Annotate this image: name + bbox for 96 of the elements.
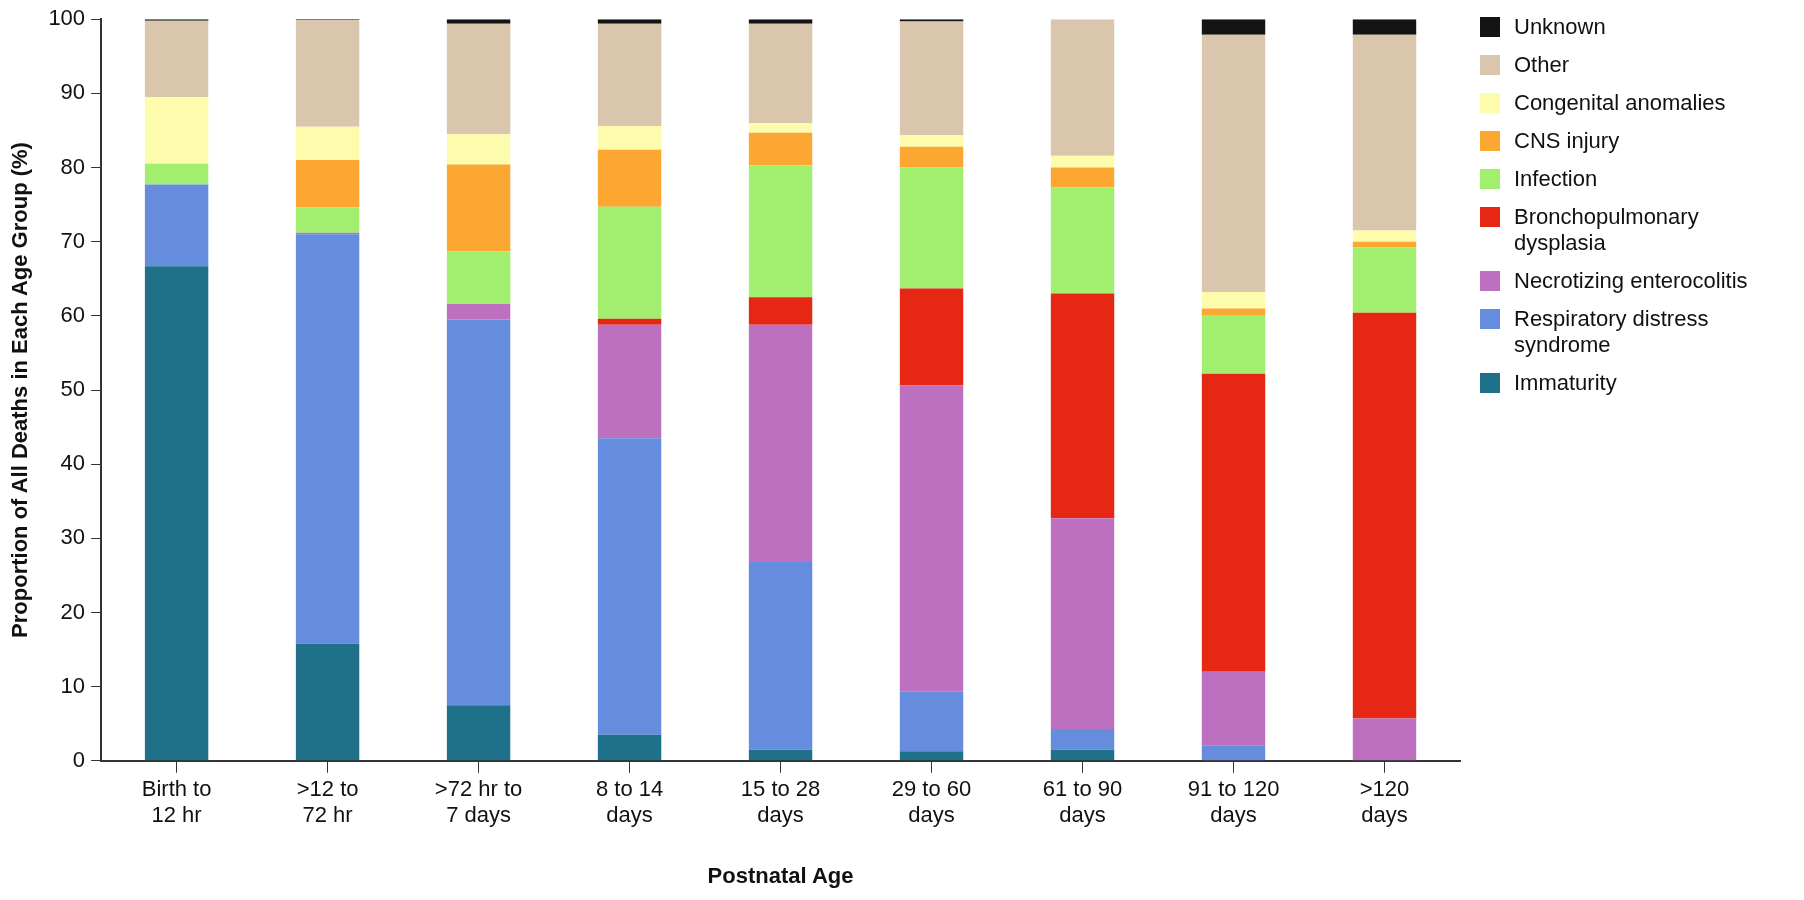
x-tick-label: >72 hr to 7 days — [434, 776, 523, 828]
bar — [144, 20, 209, 98]
legend-label: Respiratory distress syndrome — [1514, 306, 1710, 358]
bar — [597, 318, 662, 325]
bar — [748, 749, 813, 761]
bar — [1352, 247, 1417, 313]
x-tick-label: Birth to 12 hr — [141, 776, 212, 828]
bar — [446, 23, 511, 135]
bar — [1050, 187, 1115, 294]
bar — [899, 691, 964, 752]
legend-label: Congenital anomalies — [1514, 90, 1727, 116]
bar — [144, 266, 209, 761]
bar — [1352, 34, 1417, 231]
bar — [748, 123, 813, 133]
bar — [295, 234, 360, 644]
bar — [1050, 749, 1115, 761]
bar — [1352, 312, 1417, 719]
y-tick-label: 10 — [60, 672, 86, 698]
bar — [597, 734, 662, 761]
bar — [1050, 293, 1115, 519]
bar — [1050, 167, 1115, 188]
legend-label: Infection — [1514, 166, 1599, 192]
x-tick-label: 15 to 28 days — [740, 776, 821, 828]
bar — [1201, 373, 1266, 672]
bar — [1201, 19, 1266, 35]
y-tick-label: 40 — [60, 450, 86, 476]
legend-label: Immaturity — [1514, 370, 1618, 396]
bar — [748, 132, 813, 166]
bar — [446, 134, 511, 165]
bar — [144, 163, 209, 185]
bar — [748, 23, 813, 124]
bar — [1352, 19, 1417, 35]
x-tick-label: 8 to 14 days — [595, 776, 664, 828]
bar — [295, 19, 360, 127]
bar — [295, 207, 360, 233]
x-axis-title: Postnatal Age — [707, 862, 854, 888]
bar — [899, 146, 964, 168]
bar — [597, 324, 662, 439]
bar — [446, 251, 511, 304]
legend-label: Other — [1514, 52, 1571, 78]
x-tick-label: 29 to 60 days — [891, 776, 972, 828]
x-tick-label: 91 to 120 days — [1187, 776, 1280, 828]
y-tick-label: 90 — [60, 79, 86, 105]
bar — [748, 165, 813, 298]
y-tick-label: 70 — [60, 227, 86, 253]
bar — [144, 184, 209, 267]
x-tick-label: >120 days — [1359, 776, 1410, 828]
bar — [1050, 19, 1115, 156]
y-tick-label: 100 — [48, 5, 86, 31]
bar — [748, 562, 813, 750]
bar — [748, 324, 813, 563]
x-tick-label: 61 to 90 days — [1042, 776, 1123, 828]
bar — [597, 206, 662, 319]
bar — [446, 705, 511, 761]
y-tick-label: 80 — [60, 153, 86, 179]
y-tick-label: 0 — [72, 746, 86, 772]
y-axis-title: Proportion of All Deaths in Each Age Group (%) — [7, 142, 33, 638]
bar — [899, 134, 964, 147]
bar — [1201, 671, 1266, 746]
bar — [1050, 155, 1115, 168]
legend-label: Unknown — [1514, 14, 1607, 40]
y-tick-label: 50 — [60, 376, 86, 402]
bar — [597, 125, 662, 150]
bar — [144, 97, 209, 164]
bar — [899, 288, 964, 386]
bar — [1352, 241, 1417, 248]
bar — [446, 164, 511, 252]
y-tick-label: 60 — [60, 301, 86, 327]
bar — [1201, 308, 1266, 316]
bar — [899, 21, 964, 135]
y-tick-label: 30 — [60, 524, 86, 550]
bar — [597, 23, 662, 126]
y-tick-label: 20 — [60, 598, 86, 624]
bar — [295, 126, 360, 161]
bar — [597, 438, 662, 735]
bar — [295, 643, 360, 761]
bar — [1050, 518, 1115, 729]
bar — [1201, 292, 1266, 309]
bar — [899, 167, 964, 289]
bar — [295, 160, 360, 208]
bar — [1201, 745, 1266, 761]
bar — [1201, 34, 1266, 293]
legend-label: CNS injury — [1514, 128, 1621, 154]
legend-label: Necrotizing enterocolitis — [1514, 268, 1749, 294]
bar — [1050, 728, 1115, 750]
x-tick-label: >12 to 72 hr — [296, 776, 359, 828]
bar — [446, 303, 511, 320]
bar — [597, 149, 662, 207]
bar — [899, 751, 964, 761]
bar — [899, 385, 964, 692]
legend-label: Bronchopulmonary dysplasia — [1514, 204, 1700, 256]
bar — [1201, 315, 1266, 374]
bar — [748, 297, 813, 325]
bar — [1352, 230, 1417, 242]
bar — [1352, 718, 1417, 761]
bar — [446, 319, 511, 706]
